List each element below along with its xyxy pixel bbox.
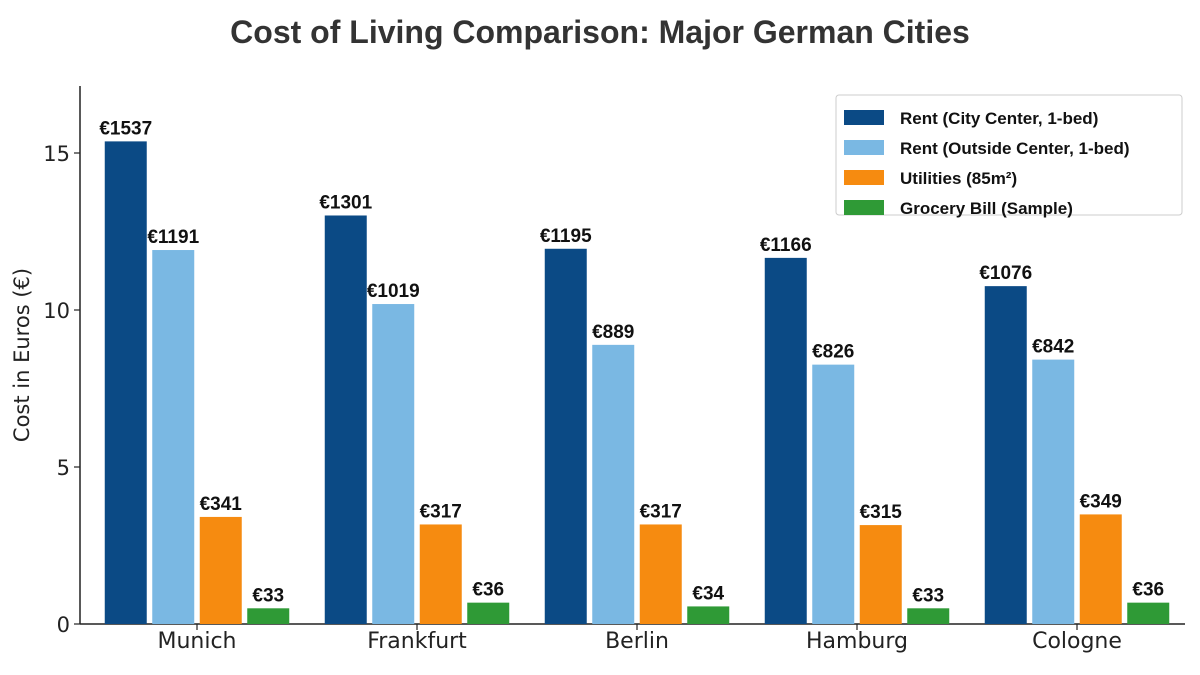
bar-data-label: €1195 <box>540 226 592 247</box>
bar <box>324 215 367 624</box>
bar-data-label: €34 <box>692 583 724 604</box>
y-tick-label: 10 <box>43 299 70 323</box>
bar <box>907 608 950 624</box>
bar-data-label: €36 <box>1132 580 1164 601</box>
bar-data-label: €349 <box>1080 491 1122 512</box>
bar <box>764 257 807 624</box>
bar <box>419 524 462 624</box>
y-tick-label: 5 <box>57 456 70 480</box>
bar <box>639 524 682 624</box>
legend-entry: Utilities (85m²) <box>900 169 1017 188</box>
bar <box>544 248 587 624</box>
bar <box>199 516 242 624</box>
y-axis-label: Cost in Euros (€) <box>10 268 34 442</box>
legend-swatch <box>844 200 884 215</box>
legend-entry: Rent (Outside Center, 1-bed) <box>900 139 1130 158</box>
bar <box>812 364 855 624</box>
bar-data-label: €317 <box>420 501 462 522</box>
bar-data-label: €1076 <box>979 263 1032 284</box>
bar-data-label: €33 <box>912 585 944 606</box>
bar <box>1032 359 1075 624</box>
bar-data-label: €315 <box>860 502 903 523</box>
bar <box>984 286 1027 624</box>
bar <box>372 304 415 624</box>
y-tick-label: 15 <box>43 142 70 166</box>
bar <box>152 250 195 624</box>
bar-data-label: €1019 <box>367 281 420 302</box>
legend-swatch <box>844 110 884 125</box>
bar-data-label: €341 <box>200 494 243 515</box>
y-tick-label: 0 <box>57 613 70 637</box>
bar-data-label: €1537 <box>99 118 152 139</box>
legend-swatch <box>844 170 884 185</box>
bar <box>687 606 730 624</box>
bar <box>1127 602 1170 624</box>
bar-data-label: €826 <box>812 342 854 363</box>
bar <box>1079 514 1122 624</box>
bar-data-label: €317 <box>640 501 682 522</box>
x-tick-label: Frankfurt <box>367 629 467 654</box>
bar-data-label: €1166 <box>760 235 812 256</box>
bar <box>467 602 510 624</box>
legend-swatch <box>844 140 884 155</box>
bar <box>247 608 290 624</box>
chart-title: Cost of Living Comparison: Major German … <box>230 14 970 50</box>
x-tick-label: Berlin <box>605 629 669 654</box>
x-tick-label: Munich <box>157 629 236 654</box>
legend-entry: Grocery Bill (Sample) <box>900 199 1073 218</box>
bar <box>859 525 902 624</box>
legend-box <box>835 94 1183 216</box>
x-tick-label: Hamburg <box>806 629 908 654</box>
bar-data-label: €1301 <box>319 192 372 213</box>
bar <box>104 141 147 624</box>
bar-data-label: €889 <box>592 322 634 343</box>
bar-data-label: €842 <box>1032 337 1074 358</box>
x-tick-label: Cologne <box>1032 629 1122 654</box>
legend-entry: Rent (City Center, 1-bed) <box>900 109 1098 128</box>
bar-data-label: €1191 <box>147 227 199 248</box>
bar <box>592 344 635 624</box>
bar-data-label: €33 <box>252 585 284 606</box>
bar-data-label: €36 <box>472 580 504 601</box>
